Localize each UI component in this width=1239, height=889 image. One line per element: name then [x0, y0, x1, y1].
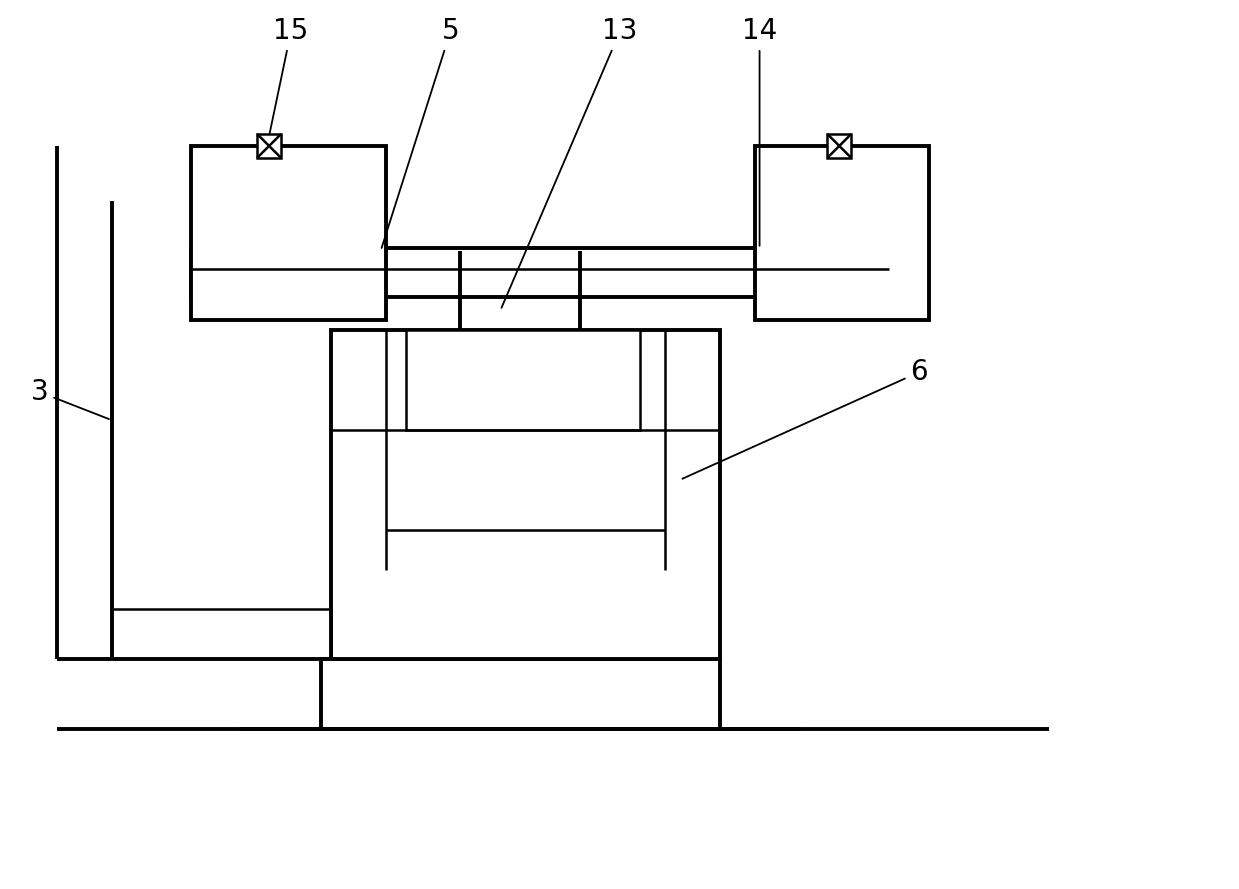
Bar	[321, 660, 720, 729]
Text: 3: 3	[31, 378, 109, 419]
Bar	[405, 331, 639, 430]
Bar	[191, 248, 890, 298]
Text: 13: 13	[502, 17, 638, 308]
Bar	[755, 146, 929, 320]
Text: 14: 14	[742, 17, 777, 246]
Text: 15: 15	[270, 17, 309, 133]
Bar	[258, 134, 281, 158]
Text: 6: 6	[683, 358, 928, 479]
Bar	[191, 146, 385, 320]
Text: 5: 5	[382, 17, 460, 248]
Bar	[828, 134, 851, 158]
Bar	[331, 331, 720, 660]
